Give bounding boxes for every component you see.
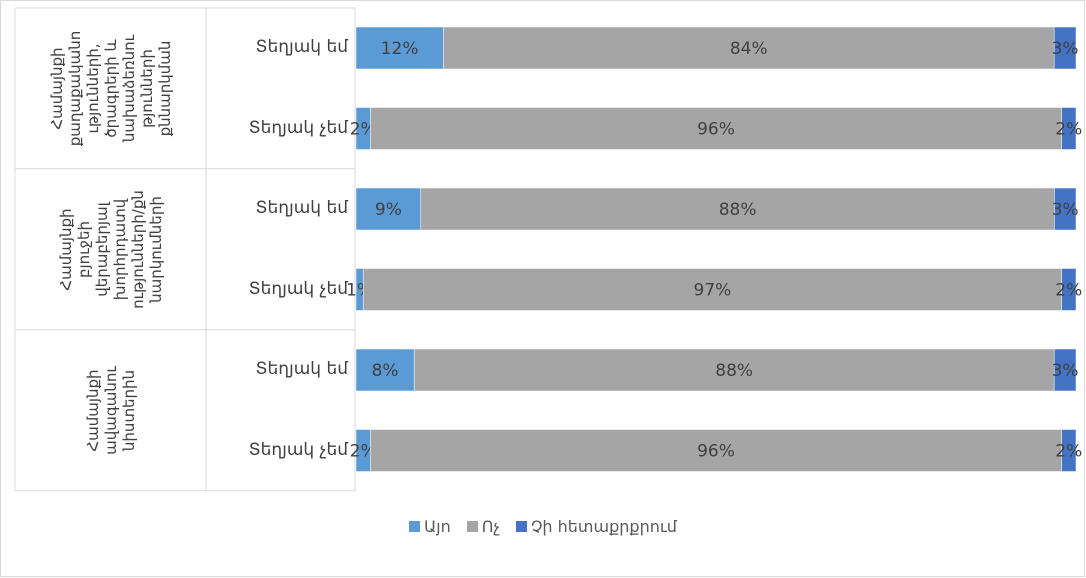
bar-segment: [370, 429, 1062, 472]
data-label: 96%: [697, 442, 735, 462]
data-label: 96%: [697, 120, 735, 140]
data-label: 3%: [1052, 39, 1079, 59]
bar-segment: [1061, 429, 1077, 472]
bar-segment: [370, 107, 1062, 150]
bar-segment: [1053, 26, 1077, 70]
data-label: 2%: [1055, 120, 1082, 140]
data-label: 2%: [350, 120, 377, 140]
data-label: 88%: [719, 200, 757, 220]
bar-segment: [1061, 107, 1077, 150]
chart-legend: Այո Ոչ Չի հետաքրքրում: [0, 517, 1086, 536]
data-label: 2%: [1055, 442, 1082, 462]
data-label: 88%: [715, 361, 753, 381]
data-label: 84%: [730, 39, 768, 59]
legend-item: Այո: [409, 517, 451, 536]
data-label: 9%: [375, 200, 402, 220]
legend-swatch: [409, 521, 421, 532]
data-label: 2%: [350, 442, 377, 462]
data-label: 8%: [372, 361, 399, 381]
data-label: 12%: [381, 39, 419, 59]
category-label: Տեղյակ եմ: [255, 198, 348, 218]
legend-item: Չի հետաքրքրում: [515, 517, 677, 536]
bar-segment: [1061, 268, 1077, 311]
data-label: 3%: [1052, 200, 1079, 220]
bar-segment: [1053, 348, 1077, 392]
legend-label: Ոչ: [481, 517, 500, 536]
bar-segment: [355, 187, 422, 231]
category-label: Տեղյակ եմ: [255, 37, 348, 57]
legend-label: Այո: [424, 517, 451, 536]
bar-segment: [1054, 187, 1077, 231]
category-label: Տեղյակ չեմ: [248, 439, 348, 460]
legend-swatch: [466, 521, 478, 532]
data-label: 97%: [694, 281, 732, 301]
legend-item: Ոչ: [466, 517, 500, 536]
bar-segment: [362, 268, 1062, 311]
group-label: Համայնքի ավագանու նիստերին: [83, 365, 138, 455]
legend-label: Չի հետաքրքրում: [530, 517, 677, 536]
bar-segment: [413, 348, 1055, 392]
category-label: Տեղյակ չեմ: [248, 117, 348, 138]
group-label: Համայնքի քաղաքականո ւթյունների, ծրագրերի…: [47, 30, 174, 147]
group-label: Համայնքի բյուջեի վերաբերյալ խորհրդատվ ու…: [56, 189, 165, 309]
legend-swatch: [515, 521, 527, 532]
bar-segment: [443, 26, 1055, 70]
category-label: Տեղյակ չեմ: [248, 278, 348, 299]
bar-segment: [420, 187, 1055, 231]
data-label: 2%: [1055, 281, 1082, 301]
category-label: Տեղյակ եմ: [255, 359, 348, 379]
data-label: 3%: [1052, 361, 1079, 381]
bar-segment: [355, 348, 415, 392]
